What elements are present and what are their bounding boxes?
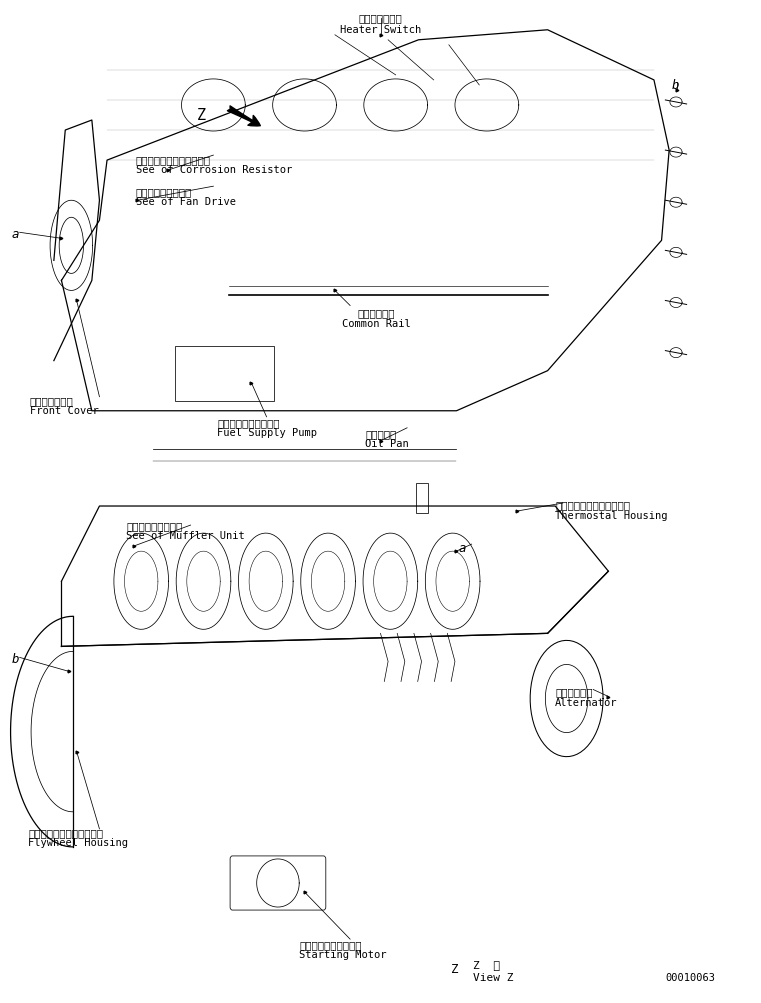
Text: Z: Z — [451, 962, 459, 975]
Text: Flywheel Housing: Flywheel Housing — [28, 838, 128, 847]
Text: Oil Pan: Oil Pan — [365, 438, 409, 448]
Text: Z: Z — [196, 108, 205, 122]
Text: Common Rail: Common Rail — [342, 318, 411, 328]
Text: Alternator: Alternator — [556, 697, 618, 707]
Text: Fuel Supply Pump: Fuel Supply Pump — [217, 427, 317, 437]
Text: 00010063: 00010063 — [665, 972, 715, 982]
Text: a: a — [11, 228, 19, 241]
Text: フェルサブライポンプ: フェルサブライポンプ — [217, 417, 280, 427]
Text: b: b — [671, 79, 679, 92]
Text: See of Muffler Unit: See of Muffler Unit — [126, 531, 245, 541]
Text: オイルパン: オイルパン — [365, 428, 396, 438]
Text: マフラユニット参照: マフラユニット参照 — [126, 521, 183, 531]
Text: オルタネータ: オルタネータ — [556, 687, 593, 697]
Text: b: b — [11, 653, 19, 666]
Text: Front Cover: Front Cover — [30, 405, 98, 415]
Text: a: a — [459, 542, 466, 555]
Text: スターティングモータ: スターティングモータ — [299, 939, 361, 949]
Text: コモンレール: コモンレール — [358, 308, 396, 318]
Text: Heater Switch: Heater Switch — [340, 25, 421, 35]
Text: See of Fan Drive: See of Fan Drive — [136, 197, 236, 207]
Text: See of Corrosion Resistor: See of Corrosion Resistor — [136, 164, 292, 175]
Text: ファンドライブ参照: ファンドライブ参照 — [136, 187, 193, 197]
Text: View Z: View Z — [473, 972, 514, 982]
Text: サーモスタットハウジング: サーモスタットハウジング — [556, 499, 630, 510]
Text: Z  視: Z 視 — [473, 959, 500, 969]
Text: Starting Motor: Starting Motor — [299, 949, 387, 959]
Text: コロージョンレジスタ参照: コロージョンレジスタ参照 — [136, 154, 211, 164]
Text: ヒータスイッチ: ヒータスイッチ — [358, 13, 403, 23]
Text: Thermostal Housing: Thermostal Housing — [556, 511, 667, 521]
Text: フロントカバー: フロントカバー — [30, 395, 73, 405]
Text: フライホイールハウジング: フライホイールハウジング — [28, 827, 103, 838]
Bar — [416, 483, 428, 514]
